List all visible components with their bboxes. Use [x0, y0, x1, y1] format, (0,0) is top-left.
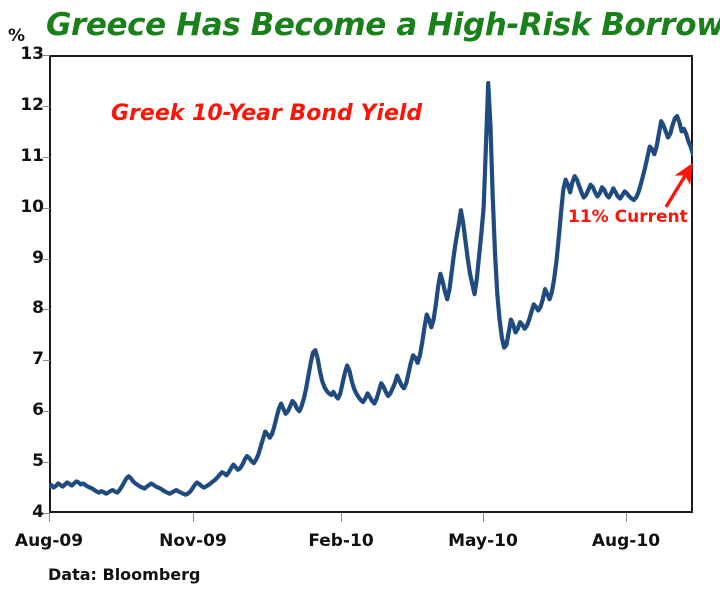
y-axis-tick-mark: [43, 259, 50, 260]
x-axis-tick-label: Feb-10: [308, 531, 374, 551]
y-axis-unit-label: %: [8, 26, 26, 46]
y-axis-tick-label: 6: [32, 400, 44, 421]
x-axis-tick-label: Aug-09: [14, 531, 84, 551]
x-axis-tick-mark: [626, 513, 627, 522]
y-axis-tick-mark: [43, 411, 50, 412]
y-axis-tick-label: 9: [32, 247, 44, 268]
y-axis-tick-label: 11: [20, 145, 44, 166]
x-axis-tick-mark: [193, 513, 194, 522]
y-axis-tick-label: 4: [32, 502, 44, 522]
x-axis-tick-mark: [49, 513, 50, 522]
current-value-annotation: 11% Current: [568, 207, 688, 227]
chart-title: Greece Has Become a High-Risk Borrower: [46, 7, 720, 43]
y-axis-tick-label: 10: [20, 196, 44, 217]
series-annotation-label: Greek 10-Year Bond Yield: [111, 101, 423, 126]
series-plot: [49, 80, 693, 497]
y-axis-tick-mark: [43, 157, 50, 158]
y-axis-tick-mark: [43, 513, 50, 514]
x-axis-tick-mark: [341, 513, 342, 522]
y-axis-tick-mark: [43, 462, 50, 463]
y-axis-tick-label: 8: [32, 298, 44, 319]
x-axis-tick-mark: [483, 513, 484, 522]
x-axis-tick-label: Aug-10: [591, 531, 661, 551]
y-axis-tick-mark: [43, 208, 50, 209]
y-axis-tick-label: 7: [32, 349, 44, 370]
y-axis-tick-mark: [43, 360, 50, 361]
y-axis-tick-label: 5: [32, 451, 44, 472]
plot-area-frame: [49, 55, 693, 513]
x-axis-tick-label: May-10: [448, 531, 518, 551]
bond-yield-line: [49, 80, 693, 497]
up-right-arrow-icon: [664, 163, 693, 208]
y-axis-tick-mark: [43, 106, 50, 107]
x-axis: Aug-09 Nov-09 Feb-10 May-10 Aug-10: [0, 513, 720, 563]
y-axis-tick-mark: [43, 55, 50, 56]
x-axis-tick-label: Nov-09: [159, 531, 227, 551]
y-axis-tick-mark: [43, 309, 50, 310]
source-note: Data: Bloomberg: [48, 565, 201, 584]
y-axis-tick-label: 13: [20, 44, 44, 64]
y-axis: 4 5 6 7 8 9 10 11 12 13: [0, 0, 44, 599]
y-axis-tick-label: 12: [20, 94, 44, 115]
